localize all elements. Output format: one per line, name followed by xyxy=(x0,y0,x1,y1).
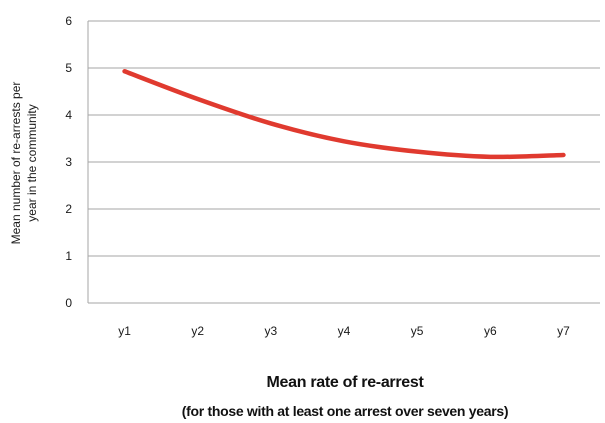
data-point-y4 xyxy=(342,139,346,143)
y-tick-label-4: 4 xyxy=(65,108,72,122)
data-point-y2 xyxy=(196,97,200,101)
x-tick-label-y5: y5 xyxy=(411,324,424,338)
data-point-y5 xyxy=(415,150,419,154)
x-tick-label-y6: y6 xyxy=(484,324,497,338)
x-axis-title: Mean rate of re-arrest (for those with a… xyxy=(182,374,509,419)
y-axis-title-line-1: Mean number of re-arrests per xyxy=(9,82,23,245)
x-tick-label-y1: y1 xyxy=(118,324,131,338)
series-layer xyxy=(122,69,566,160)
y-tick-label-1: 1 xyxy=(65,249,72,263)
y-tick-label-5: 5 xyxy=(65,61,72,75)
data-point-y6 xyxy=(488,155,492,159)
x-tick-label-y4: y4 xyxy=(338,324,351,338)
x-tick-label-y2: y2 xyxy=(191,324,204,338)
x-axis-title-line-2: (for those with at least one arrest over… xyxy=(182,403,508,419)
y-tick-labels: 0 1 2 3 4 5 6 xyxy=(65,14,72,310)
data-point-y7 xyxy=(561,153,565,157)
x-tick-label-y7: y7 xyxy=(557,324,570,338)
y-tick-label-0: 0 xyxy=(65,296,72,310)
y-axis-title-line-2: year in the community xyxy=(25,104,39,221)
y-tick-label-3: 3 xyxy=(65,155,72,169)
x-axis-title-line-1: Mean rate of re-arrest xyxy=(266,374,424,391)
x-tick-labels: y1 y2 y3 y4 y5 y6 y7 xyxy=(118,324,570,338)
y-axis-title: Mean number of re-arrests per year in th… xyxy=(9,82,39,245)
y-tick-label-6: 6 xyxy=(65,14,72,28)
y-tick-label-2: 2 xyxy=(65,202,72,216)
gridlines xyxy=(87,20,600,304)
data-point-y1 xyxy=(123,69,127,73)
data-point-y3 xyxy=(269,121,273,125)
x-tick-label-y3: y3 xyxy=(265,324,278,338)
series-line-0 xyxy=(122,69,566,160)
